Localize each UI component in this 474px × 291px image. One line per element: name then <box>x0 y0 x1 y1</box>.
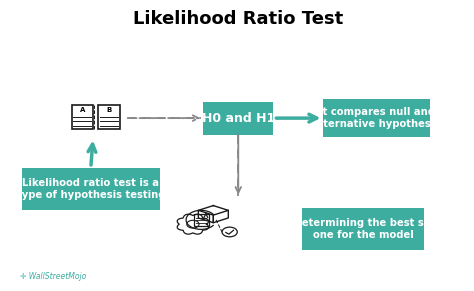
FancyBboxPatch shape <box>302 208 424 250</box>
FancyBboxPatch shape <box>323 100 430 137</box>
Text: ✛ WallStreetMojo: ✛ WallStreetMojo <box>20 272 87 281</box>
FancyBboxPatch shape <box>21 168 160 210</box>
Text: Likelihood Ratio Test: Likelihood Ratio Test <box>133 10 343 28</box>
FancyBboxPatch shape <box>72 105 93 129</box>
Text: For determining the best suited
one for the model: For determining the best suited one for … <box>273 218 453 240</box>
FancyBboxPatch shape <box>203 102 273 135</box>
Text: Likelihood ratio test is a
type of hypothesis testing: Likelihood ratio test is a type of hypot… <box>17 178 165 200</box>
FancyBboxPatch shape <box>98 105 119 129</box>
FancyBboxPatch shape <box>193 214 209 226</box>
Text: It compares null and
alternative hypothesis: It compares null and alternative hypothe… <box>313 107 440 129</box>
Text: A: A <box>80 107 85 113</box>
Text: H0 and H1: H0 and H1 <box>201 112 275 125</box>
Text: B: B <box>106 107 111 113</box>
